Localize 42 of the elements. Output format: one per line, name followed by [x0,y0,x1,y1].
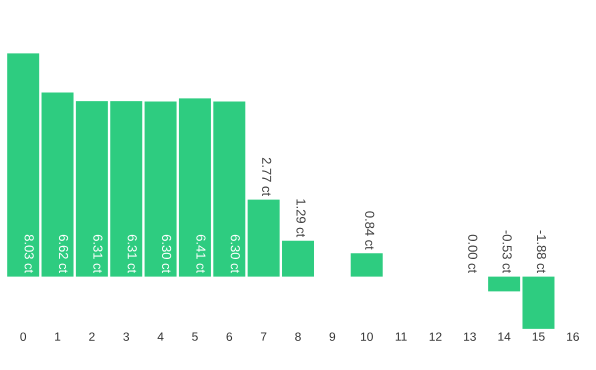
x-tick-label: 13 [464,332,476,341]
x-tick-label: 3 [123,332,130,341]
bar [213,101,246,277]
data-label: 6.30 ct [230,234,240,274]
data-label: 1.29 ct [296,199,306,238]
x-tick-label: 9 [330,332,336,341]
data-label: 2.77 ct [262,158,272,196]
data-label: 6.41 ct [196,234,206,274]
x-tick-label: 1 [55,332,60,341]
x-tick-label: 16 [567,332,579,341]
bar [144,101,177,277]
bar [178,98,211,277]
data-label: 0.00 ct [468,234,478,274]
bar [282,240,314,277]
bar [248,200,280,277]
data-label: 6.31 ct [93,234,102,274]
x-tick-label: 8 [295,332,301,341]
x-tick-label: 10 [360,332,373,341]
x-tick-label: 0 [20,332,26,341]
data-label: -1.88 ct [536,230,546,274]
bar [76,101,108,277]
bar [110,101,142,277]
data-label: 8.03 ct [24,234,34,274]
x-tick-label: 4 [158,332,164,341]
bar [42,92,74,277]
data-label: -0.53 ct [502,230,512,274]
bar [488,276,520,292]
x-tick-label: 14 [498,332,510,341]
bar [7,53,40,277]
data-label: 6.30 ct [162,234,172,274]
data-label: 6.31 ct [128,234,137,274]
x-tick-label: 12 [430,332,442,341]
bar [350,253,383,277]
data-label: 0.84 ct [365,211,374,250]
data-label: 6.62 ct [58,234,68,274]
x-tick-label: 15 [532,332,545,341]
x-tick-label: 2 [89,332,95,341]
x-tick-label: 5 [192,332,198,341]
x-tick-label: 7 [260,332,266,341]
bar [522,276,554,329]
x-tick-label: 11 [396,332,407,341]
x-tick-label: 6 [226,332,232,341]
